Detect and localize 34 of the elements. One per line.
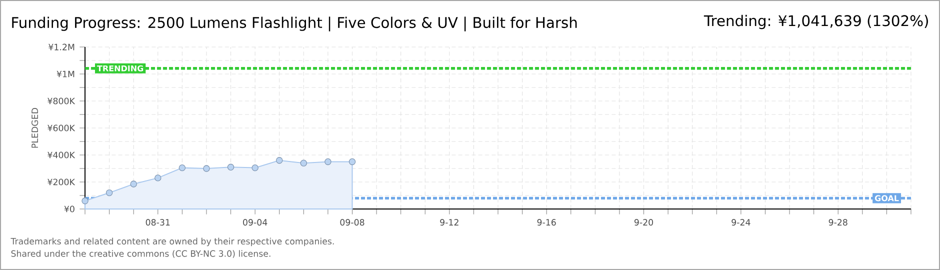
point (227, 164, 234, 170)
point (178, 164, 186, 172)
y-tick-label: ¥0 (64, 206, 74, 212)
point (348, 158, 356, 166)
ref-line-label: GOAL (874, 195, 899, 202)
y-tick-label: ¥200K (48, 178, 76, 186)
x-tick-label: 9-12 (440, 219, 458, 226)
x-tick-label: 09-04 (243, 219, 268, 226)
point (324, 158, 332, 166)
y-tick-label: ¥800K (48, 98, 76, 104)
y-tick-label: ¥1M (56, 70, 74, 78)
point (276, 157, 283, 164)
point (106, 189, 113, 196)
chart-title: Funding Progress: 2500 Lumens Flashlight | Five Colors & UV | Built for Harsh (12, 16, 577, 32)
point (203, 165, 210, 172)
point (300, 160, 307, 166)
text: Shared under the creative commons (CC BY-NC 3.0) license. (11, 250, 270, 258)
chart-subtitle: Trending: ¥1,041,639 (1302%) (704, 14, 928, 30)
x-tick-label: 9-24 (732, 219, 750, 226)
x-tick-label: 09-08 (340, 219, 364, 226)
x-tick-label: 9-16 (537, 219, 556, 226)
y-axis-title: PLEDGED (32, 108, 38, 148)
point (252, 164, 258, 172)
point (82, 198, 88, 204)
point (154, 174, 162, 182)
text: Trademarks and related content are owned by their respective companies. (10, 238, 334, 246)
y-tick-label: ¥1.2M (48, 44, 74, 50)
y-tick-label: ¥400K (48, 152, 76, 158)
x-tick-label: 9-28 (828, 219, 848, 226)
x-tick-label: 08-31 (146, 219, 170, 226)
y-tick-label: ¥600K (48, 124, 76, 132)
x-tick-label: 9-20 (634, 219, 654, 226)
point (130, 180, 137, 188)
ref-line-label: TRENDING (97, 65, 144, 72)
